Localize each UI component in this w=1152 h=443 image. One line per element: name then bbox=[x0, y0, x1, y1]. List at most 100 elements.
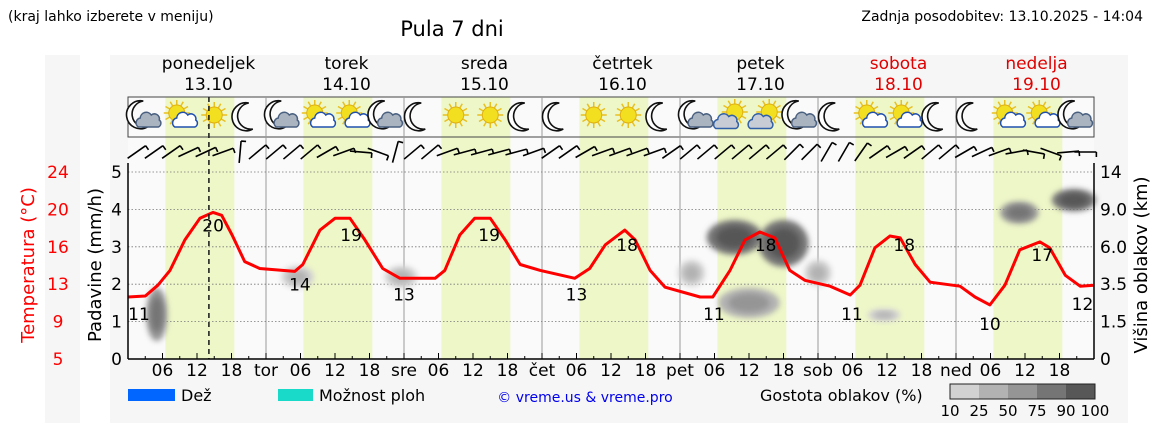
sun-icon bbox=[580, 102, 607, 128]
moon-cloud-icon bbox=[1057, 99, 1094, 130]
temperature-series: 11 20 14 19 13 19 13 18 11 18 11 18 10 17 12 bbox=[127, 210, 1095, 335]
precipitation-tick: 1 bbox=[111, 313, 122, 333]
daylight-shading bbox=[165, 97, 1063, 359]
daylight-band bbox=[441, 97, 511, 359]
temperature-extreme-label: 13 bbox=[566, 285, 588, 305]
sun-grey-cloud-icon bbox=[747, 99, 783, 130]
cloud-blob bbox=[728, 293, 770, 313]
wind-barb bbox=[661, 145, 684, 159]
wind-barb bbox=[1040, 147, 1062, 161]
hour-tick-label: 06 bbox=[290, 361, 312, 381]
precipitation-tick: 0 bbox=[111, 350, 122, 370]
sun-icon bbox=[615, 102, 642, 128]
daylight-band bbox=[993, 97, 1063, 359]
hour-tick-label: 18 bbox=[773, 361, 795, 381]
wind-barb bbox=[367, 147, 390, 161]
wind-barb bbox=[403, 144, 425, 160]
moon-icon bbox=[955, 101, 978, 132]
hour-tick-label: 12 bbox=[876, 361, 898, 381]
temperature-extreme-label: 13 bbox=[393, 285, 415, 305]
sun-cloud-icon bbox=[301, 100, 337, 128]
cloud-blob bbox=[1006, 206, 1032, 220]
daylight-band bbox=[303, 97, 373, 359]
wind-barb bbox=[558, 145, 581, 159]
hour-tick-label: 18 bbox=[1049, 361, 1071, 381]
wind-barb bbox=[591, 147, 616, 157]
page-title: Pula 7 dni bbox=[400, 17, 504, 41]
temperature-extreme-label: 19 bbox=[478, 226, 500, 246]
colorbar-tick: 90 bbox=[1056, 402, 1075, 420]
temperature-extreme-label: 10 bbox=[979, 315, 1001, 335]
hour-tick-label: 06 bbox=[980, 361, 1002, 381]
day-abbr-tick: čet bbox=[529, 361, 556, 381]
wind-barb bbox=[1022, 149, 1046, 159]
temperature-extreme-label: 18 bbox=[755, 236, 777, 256]
cloud-height-axis-label: Višina oblakov (km) bbox=[1131, 176, 1152, 353]
hour-tick-label: 18 bbox=[497, 361, 519, 381]
wind-barb bbox=[748, 144, 770, 160]
temperature-extreme-label: 17 bbox=[1031, 246, 1053, 266]
day-abbr-tick: sre bbox=[391, 361, 417, 381]
sun-icon bbox=[201, 102, 228, 128]
moon-icon bbox=[541, 101, 564, 132]
temperature-axis-panel bbox=[45, 55, 80, 423]
cloud-density-legend-label: Gostota oblakov (%) bbox=[760, 386, 923, 405]
precipitation-tick: 3 bbox=[111, 238, 122, 258]
cloud-height-tick: 14 bbox=[1100, 163, 1122, 183]
day-name: torek bbox=[325, 54, 369, 74]
cloud-height-tick: 6.0 bbox=[1100, 238, 1127, 258]
temperature-extreme-label: 20 bbox=[202, 216, 224, 236]
day-name: ponedeljek bbox=[162, 54, 256, 74]
temperature-axis-label: Temperatura (°C) bbox=[18, 187, 39, 344]
wind-barb bbox=[854, 142, 872, 162]
shower-legend-swatch bbox=[278, 389, 313, 401]
colorbar-segment bbox=[950, 384, 979, 399]
credit-link[interactable]: © vreme.us & vreme.pro bbox=[497, 390, 672, 406]
wind-barb bbox=[820, 141, 837, 162]
temperature-tick: 24 bbox=[47, 163, 69, 183]
weather-icons bbox=[125, 99, 1094, 132]
wind-barb bbox=[971, 146, 995, 158]
cloud-height-tick: 0 bbox=[1100, 350, 1111, 370]
wind-barb bbox=[643, 147, 667, 157]
day-name: četrtek bbox=[592, 54, 653, 74]
sun-cloud-icon bbox=[163, 100, 199, 128]
day-name: petek bbox=[736, 54, 784, 74]
wind-barb bbox=[626, 147, 650, 157]
wind-barb bbox=[783, 143, 805, 161]
wind-barb bbox=[731, 144, 753, 160]
wind-barb bbox=[575, 145, 598, 159]
sun-cloud-icon bbox=[853, 100, 889, 128]
day-abbr-tick: tor bbox=[254, 361, 278, 381]
cloud-blob bbox=[809, 264, 827, 281]
hour-tick-label: 06 bbox=[704, 361, 726, 381]
hour-tick-label: 06 bbox=[842, 361, 864, 381]
wind-barb bbox=[837, 141, 855, 162]
hour-tick-label: 06 bbox=[428, 361, 450, 381]
moon-icon bbox=[403, 101, 426, 132]
moon-cloud-icon bbox=[125, 99, 162, 130]
sun-icon bbox=[477, 102, 504, 128]
wind-barb bbox=[349, 150, 373, 159]
wind-barb bbox=[765, 144, 788, 160]
menu-hint: (kraj lahko izberete v meniju) bbox=[8, 9, 214, 25]
temperature-extreme-label: 11 bbox=[703, 305, 725, 325]
day-date: 18.10 bbox=[874, 75, 923, 95]
wind-barb bbox=[391, 140, 404, 163]
hour-tick-label: 12 bbox=[600, 361, 622, 381]
colorbar-segment bbox=[1008, 384, 1037, 399]
temperature-tick: 9 bbox=[53, 313, 64, 333]
hour-tick-label: 18 bbox=[635, 361, 657, 381]
temperature-tick: 20 bbox=[47, 200, 69, 220]
moon-cloud-icon bbox=[677, 99, 714, 130]
temperature-line bbox=[127, 210, 1095, 307]
sun-cloud-icon bbox=[991, 100, 1027, 128]
wind-barb bbox=[195, 146, 219, 158]
temperature-extreme-label: 19 bbox=[340, 226, 362, 246]
cloud-blob bbox=[1059, 193, 1089, 207]
moon-icon bbox=[645, 101, 668, 132]
colorbar-tick: 25 bbox=[969, 402, 988, 420]
wind-barb bbox=[282, 144, 305, 160]
wind-barb bbox=[436, 147, 460, 157]
cloud-height-tick: 3.5 bbox=[1100, 275, 1127, 295]
